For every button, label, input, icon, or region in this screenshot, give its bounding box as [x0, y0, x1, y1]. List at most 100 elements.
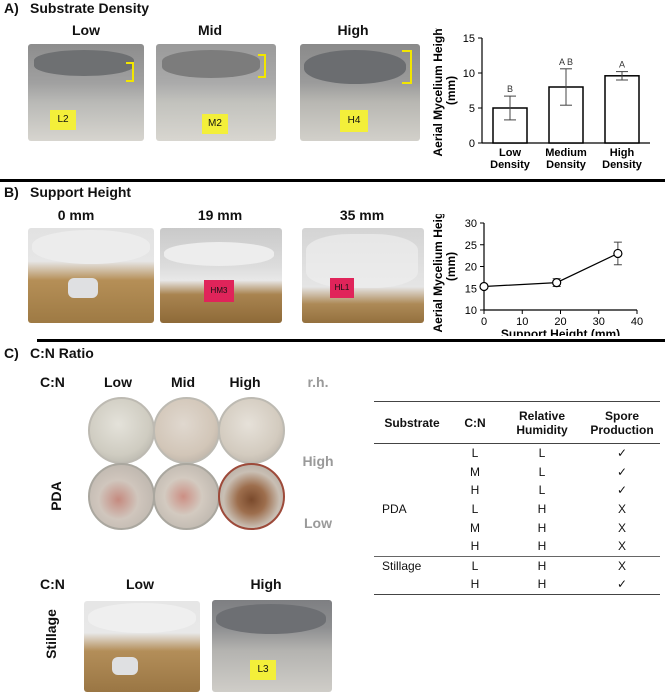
photo-support-35mm: HL1: [302, 228, 424, 323]
pda-col-high: High: [229, 374, 261, 390]
pda-plate-low-high-rh: [88, 397, 155, 464]
table-cell-substrate: PDA: [382, 502, 407, 517]
label-sticker: [112, 657, 138, 675]
table-row: M L ✓: [374, 463, 660, 482]
photo-support-0mm: [28, 228, 154, 323]
pda-plate-mid-low-rh: [153, 463, 220, 530]
pda-col-mid: Mid: [170, 374, 196, 390]
photo-tag: HL1: [330, 278, 354, 298]
y-axis-label: (mm): [444, 252, 458, 281]
table-cell-spore: X: [617, 502, 626, 517]
photo-support-19mm: HM3: [160, 228, 282, 323]
table-cell-rh: L: [538, 464, 546, 479]
significance-letter: A: [619, 60, 625, 70]
table-cell-spore: ✓: [616, 577, 628, 592]
y-tick-label: 10: [465, 305, 477, 317]
table-cell-spore: ✓: [616, 483, 628, 498]
mycelium-top: [306, 234, 418, 288]
y-tick-label: 20: [465, 262, 477, 274]
series-line: [483, 252, 619, 288]
data-point: [613, 248, 623, 259]
mycelium-top: [164, 242, 274, 266]
photo-label-low: Low: [72, 22, 100, 38]
table-cell-spore: ✓: [616, 464, 628, 479]
pda-row-label: PDA: [48, 481, 64, 511]
table-cell-spore: X: [617, 558, 626, 573]
mycelium-top: [34, 50, 134, 76]
table-separator: [374, 555, 660, 557]
rh-header: r.h.: [307, 374, 329, 390]
panel-a-title: Substrate Density: [30, 0, 150, 16]
y-axis-label: Aerial Mycelium Height: [432, 28, 445, 157]
pda-plate-high-low-rh: [218, 463, 285, 530]
table-cell-rh: H: [537, 520, 547, 535]
rh-high: High: [302, 453, 334, 469]
table-cell-spore: X: [617, 520, 626, 535]
photo-label-19mm: 19 mm: [197, 207, 243, 223]
table-cell-rh: L: [538, 483, 546, 498]
y-tick-label: 15: [465, 283, 477, 295]
pda-plate-low-low-rh: [88, 463, 155, 530]
photo-tag: H4: [340, 110, 368, 132]
table-cell-rh: H: [537, 558, 547, 573]
mycelium-top: [32, 230, 150, 264]
photo-low-density: L2: [28, 44, 144, 141]
spore-table: Substrate C:N Relative Humidity Spore Pr…: [374, 401, 660, 595]
photo-label-high: High: [337, 22, 369, 38]
x-tick-label: 10: [516, 316, 528, 328]
photo-tag: HM3: [204, 280, 234, 302]
data-point: [479, 281, 489, 292]
stillage-row-label: Stillage: [43, 609, 59, 659]
photo-tag: L2: [50, 110, 76, 130]
height-bracket: [258, 54, 266, 78]
chart-support-height: Aerial Mycelium Height (mm) 10 15 20 25 30 0 10 2…: [432, 214, 643, 336]
pda-col-low: Low: [104, 374, 132, 390]
x-tick-label: 0: [481, 316, 487, 328]
cn-header-pda: C:N: [40, 374, 65, 390]
section-divider: [0, 179, 665, 182]
y-tick-label: 30: [465, 218, 477, 230]
x-tick-label: 20: [554, 316, 566, 328]
mycelium-top: [88, 603, 196, 633]
table-cell-cn: L: [471, 446, 479, 461]
table-cell-cn: L: [471, 502, 479, 517]
table-cell-substrate: Stillage: [382, 558, 422, 573]
table-cell-spore: X: [617, 539, 626, 554]
significance-letter: A B: [559, 57, 573, 67]
photo-tag: M2: [202, 114, 228, 134]
y-axis-label: Aerial Mycelium Height: [432, 214, 445, 333]
photo-label-mid: Mid: [197, 22, 223, 38]
table-cell-cn: H: [470, 577, 480, 592]
table-row: H L ✓: [374, 481, 660, 500]
table-header-row: Substrate C:N Relative Humidity Spore Pr…: [374, 402, 660, 443]
table-cell-rh: H: [537, 502, 547, 517]
y-tick-label: 0: [469, 138, 475, 150]
x-tick-label: Low: [499, 147, 521, 159]
x-tick-label: High: [610, 147, 635, 159]
table-cell-cn: M: [470, 520, 480, 535]
mycelium-top: [304, 50, 406, 84]
x-tick-label: 30: [593, 316, 605, 328]
pda-plate-mid-high-rh: [153, 397, 220, 464]
x-tick-label: Density: [546, 159, 587, 171]
th-spore: Spore Production: [590, 408, 654, 437]
chart-substrate-density: Aerial Mycelium Height (mm)051015BLowDens…: [432, 28, 650, 171]
panel-a-label: A): [4, 0, 19, 16]
photo-tag: L3: [250, 660, 276, 680]
photo-label-0mm: 0 mm: [57, 207, 95, 223]
panel-c-label: C): [4, 345, 19, 361]
mycelium-top: [216, 604, 326, 634]
table-cell-rh: L: [538, 446, 546, 461]
panel-b-title: Support Height: [30, 184, 132, 200]
x-tick-label: Density: [490, 159, 531, 171]
table-row: H H ✓: [374, 575, 660, 594]
x-tick-label: Density: [602, 159, 643, 171]
photo-label-35mm: 35 mm: [339, 207, 385, 223]
table-cell-rh: H: [537, 577, 547, 592]
table-row: L L ✓: [374, 444, 660, 463]
x-tick-label: 40: [631, 316, 643, 328]
table-cell-cn: M: [470, 464, 480, 479]
y-axis-label: (mm): [444, 76, 458, 105]
data-point: [552, 277, 562, 288]
